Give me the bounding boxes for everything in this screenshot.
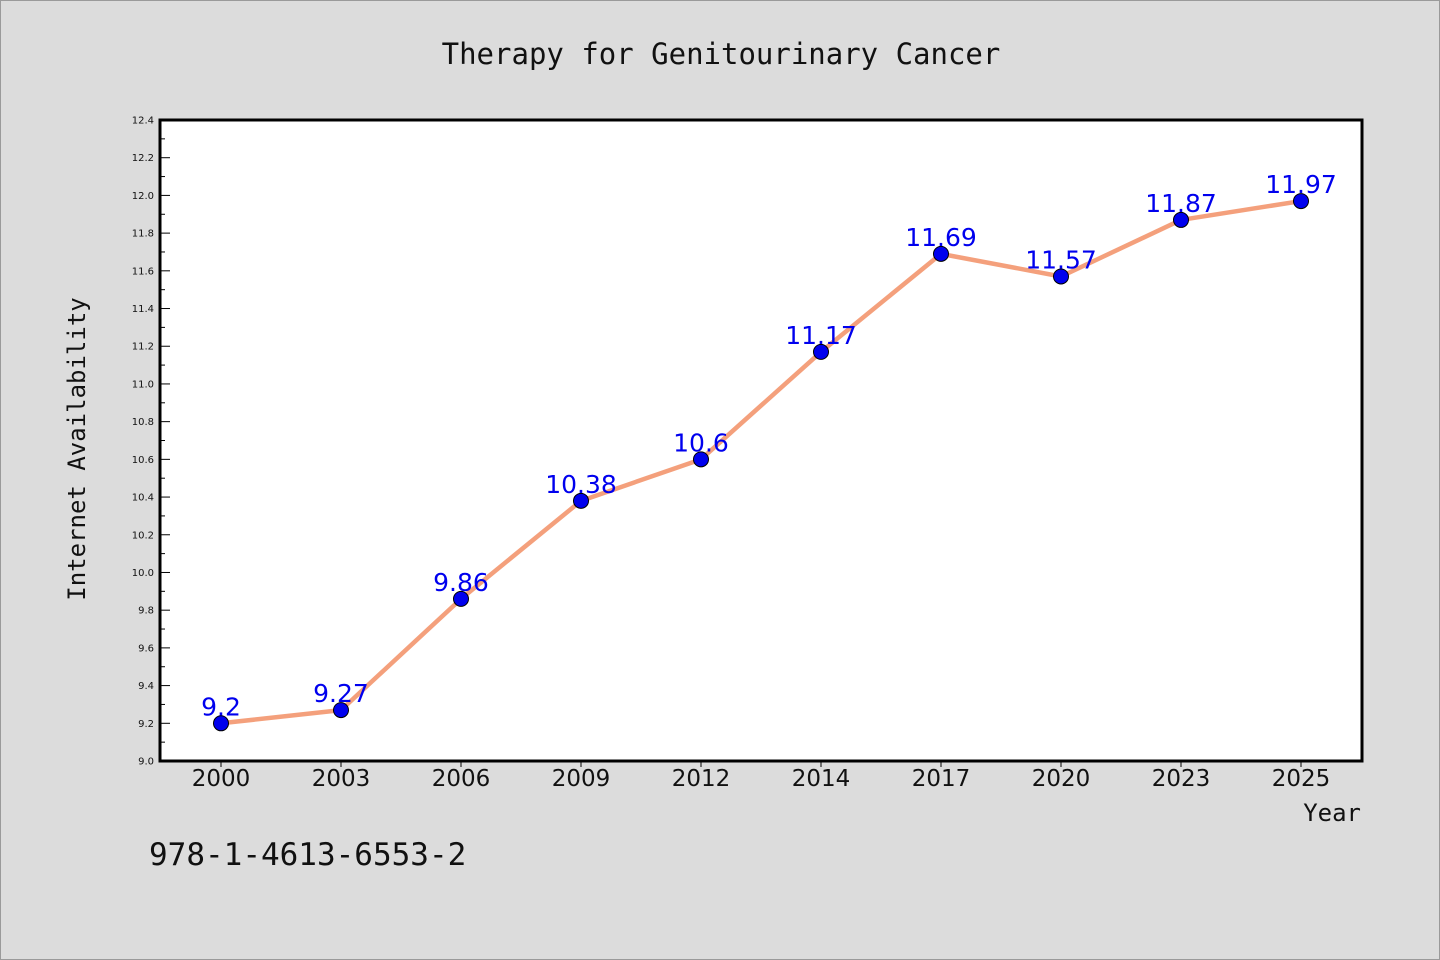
x-tick-label: 2017 bbox=[912, 766, 971, 792]
chart-title: Therapy for Genitourinary Cancer bbox=[442, 37, 1001, 71]
data-label: 11.97 bbox=[1265, 170, 1337, 199]
y-tick-label: 10.4 bbox=[132, 493, 154, 504]
data-point bbox=[453, 590, 469, 607]
y-tick-label: 9.4 bbox=[138, 681, 154, 692]
data-point bbox=[333, 702, 349, 719]
data-point bbox=[1173, 211, 1189, 228]
y-axis: 9.0 9.2 9.4 9.6 9.8 10.0 10.2 10.4 10.6 10.8 11.0 1… bbox=[132, 116, 170, 768]
x-tick-label: 2009 bbox=[552, 766, 611, 792]
data-label: 9.2 bbox=[201, 692, 241, 721]
data-point bbox=[213, 715, 229, 732]
x-tick-label: 2025 bbox=[1272, 766, 1331, 792]
y-tick-label: 11.6 bbox=[132, 266, 154, 277]
data-label: 9.86 bbox=[433, 568, 489, 597]
x-tick-label: 2003 bbox=[312, 766, 371, 792]
y-tick-label: 10.2 bbox=[132, 530, 154, 541]
y-tick-label: 11.2 bbox=[132, 342, 154, 353]
y-tick-label: 10.8 bbox=[132, 417, 154, 428]
x-tick-label: 2020 bbox=[1032, 766, 1091, 792]
data-series: 9.2 9.27 9.86 10.38 10.6 11.17 11.69 11.57 11.87… bbox=[201, 170, 1337, 732]
y-tick-label: 11.4 bbox=[132, 304, 154, 315]
y-tick-label: 12.4 bbox=[132, 116, 154, 127]
y-tick-label: 10.6 bbox=[132, 455, 154, 466]
data-point bbox=[1053, 268, 1069, 285]
y-axis-label: Internet Availability bbox=[63, 297, 91, 600]
x-tick-label: 2014 bbox=[792, 766, 851, 792]
data-label: 9.27 bbox=[313, 679, 369, 708]
data-label: 10.6 bbox=[673, 428, 729, 457]
data-point bbox=[1293, 193, 1309, 210]
x-tick-label: 2023 bbox=[1152, 766, 1211, 792]
x-tick-label: 2006 bbox=[432, 766, 491, 792]
data-label: 11.17 bbox=[785, 321, 857, 350]
y-tick-label: 9.8 bbox=[138, 606, 154, 617]
data-point bbox=[933, 245, 949, 262]
data-label: 11.69 bbox=[905, 223, 977, 252]
series-line bbox=[220, 198, 1302, 726]
x-tick-label: 2012 bbox=[672, 766, 731, 792]
y-tick-label: 10.0 bbox=[132, 568, 154, 579]
y-tick-label: 11.8 bbox=[132, 229, 154, 240]
data-label: 11.57 bbox=[1025, 245, 1097, 274]
data-label: 11.87 bbox=[1145, 189, 1217, 218]
y-tick-label: 11.0 bbox=[132, 379, 154, 390]
y-tick-label: 9.0 bbox=[138, 757, 154, 768]
data-point bbox=[573, 492, 589, 509]
y-tick-label: 9.6 bbox=[138, 643, 154, 654]
x-tick-label: 2000 bbox=[192, 766, 251, 792]
data-point bbox=[813, 343, 829, 360]
y-tick-label: 12.0 bbox=[132, 191, 154, 202]
y-tick-label: 9.2 bbox=[138, 719, 154, 730]
y-tick-label: 12.2 bbox=[132, 153, 154, 164]
data-point bbox=[693, 451, 709, 468]
data-label: 10.38 bbox=[545, 470, 617, 499]
isbn-text: 978-1-4613-6553-2 bbox=[149, 837, 466, 873]
x-axis: 2000 2003 2006 2009 2012 2014 2017 2020 2023 2025 bbox=[192, 761, 1331, 792]
x-axis-label: Year bbox=[1303, 799, 1361, 827]
